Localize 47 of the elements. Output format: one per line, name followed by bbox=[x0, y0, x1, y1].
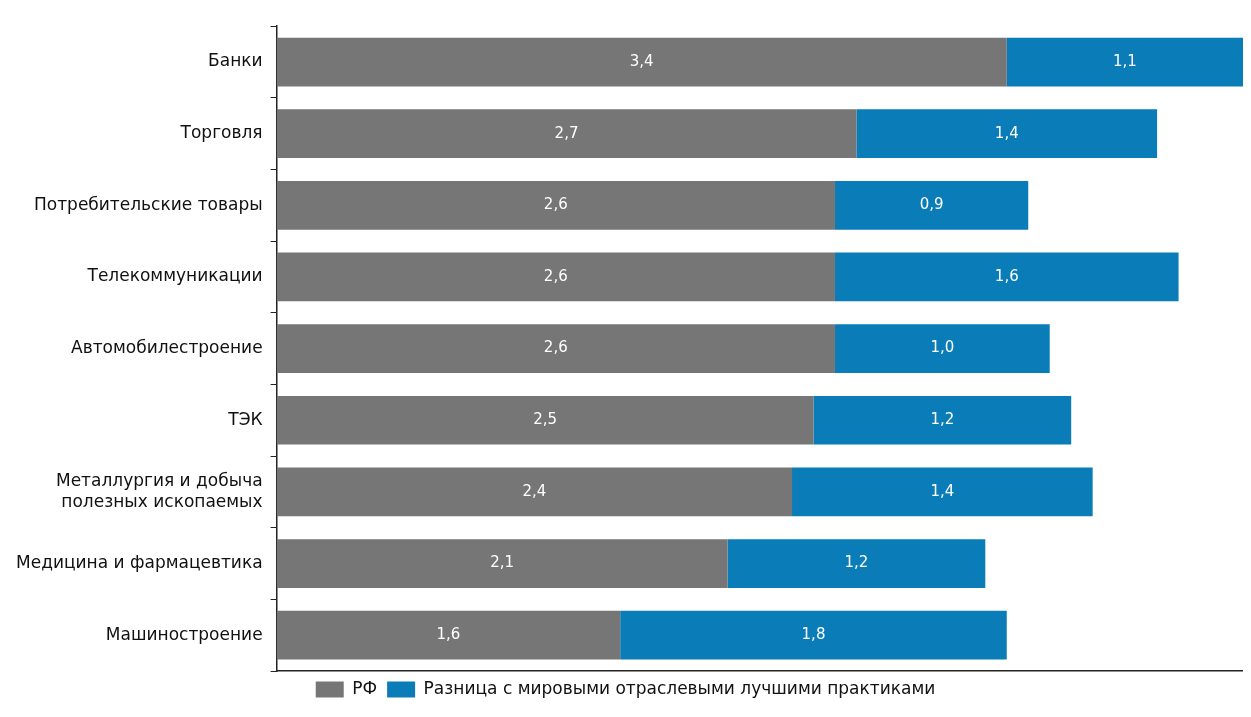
bar bbox=[792, 467, 1093, 517]
data-label: 2,4 bbox=[522, 481, 547, 500]
data-label: 1,0 bbox=[930, 338, 955, 357]
data-label: 2,7 bbox=[554, 123, 579, 142]
bar bbox=[1006, 37, 1243, 87]
bar bbox=[276, 395, 814, 445]
bar bbox=[856, 109, 1158, 159]
bar bbox=[276, 109, 857, 159]
bar bbox=[276, 324, 835, 373]
y-tick-label: Потребительские товары bbox=[34, 193, 263, 214]
data-label: 1,1 bbox=[1112, 51, 1137, 70]
bar bbox=[834, 180, 1029, 230]
bar bbox=[276, 252, 835, 302]
y-tick-label: Машиностроение bbox=[105, 623, 263, 644]
bar bbox=[276, 180, 835, 230]
data-label: 2,6 bbox=[543, 195, 568, 214]
bar bbox=[276, 610, 621, 660]
data-label: 2,5 bbox=[533, 410, 557, 429]
legend-label: РФ bbox=[352, 677, 378, 698]
data-label: 1,2 bbox=[930, 410, 955, 429]
bar bbox=[276, 467, 793, 517]
y-tick-label: Металлургия и добыча полезных ископаемых bbox=[55, 470, 263, 511]
data-label: 0,9 bbox=[919, 195, 944, 214]
bar bbox=[276, 37, 1007, 87]
y-tick-label: Автомобилестроение bbox=[71, 337, 263, 358]
y-tick-label: Банки bbox=[208, 50, 263, 71]
bar bbox=[620, 610, 1007, 660]
data-label: 1,8 bbox=[801, 625, 826, 644]
data-label: 1,6 bbox=[994, 266, 1019, 285]
y-tick-label: Телекоммуникации bbox=[86, 265, 263, 286]
data-label: 2,6 bbox=[543, 266, 568, 285]
bar bbox=[813, 395, 1072, 445]
y-tick-label: ТЭК bbox=[227, 408, 263, 429]
data-label: 2,6 bbox=[543, 338, 568, 357]
y-tick-label: Торговля bbox=[179, 122, 263, 143]
y-tick-label: Медицина и фармацевтика bbox=[16, 551, 263, 572]
data-label: 2,1 bbox=[490, 553, 515, 572]
data-label: 1,4 bbox=[994, 123, 1019, 142]
bar bbox=[276, 539, 728, 588]
legend-label: Разница с мировыми отраслевыми лучшими практиками bbox=[423, 677, 936, 698]
bar bbox=[834, 324, 1050, 373]
data-label: 1,2 bbox=[844, 553, 869, 572]
data-label: 1,4 bbox=[930, 481, 955, 500]
bar bbox=[727, 539, 986, 588]
bar bbox=[834, 252, 1179, 302]
data-label: 3,4 bbox=[629, 51, 654, 70]
data-label: 1,6 bbox=[436, 625, 461, 644]
